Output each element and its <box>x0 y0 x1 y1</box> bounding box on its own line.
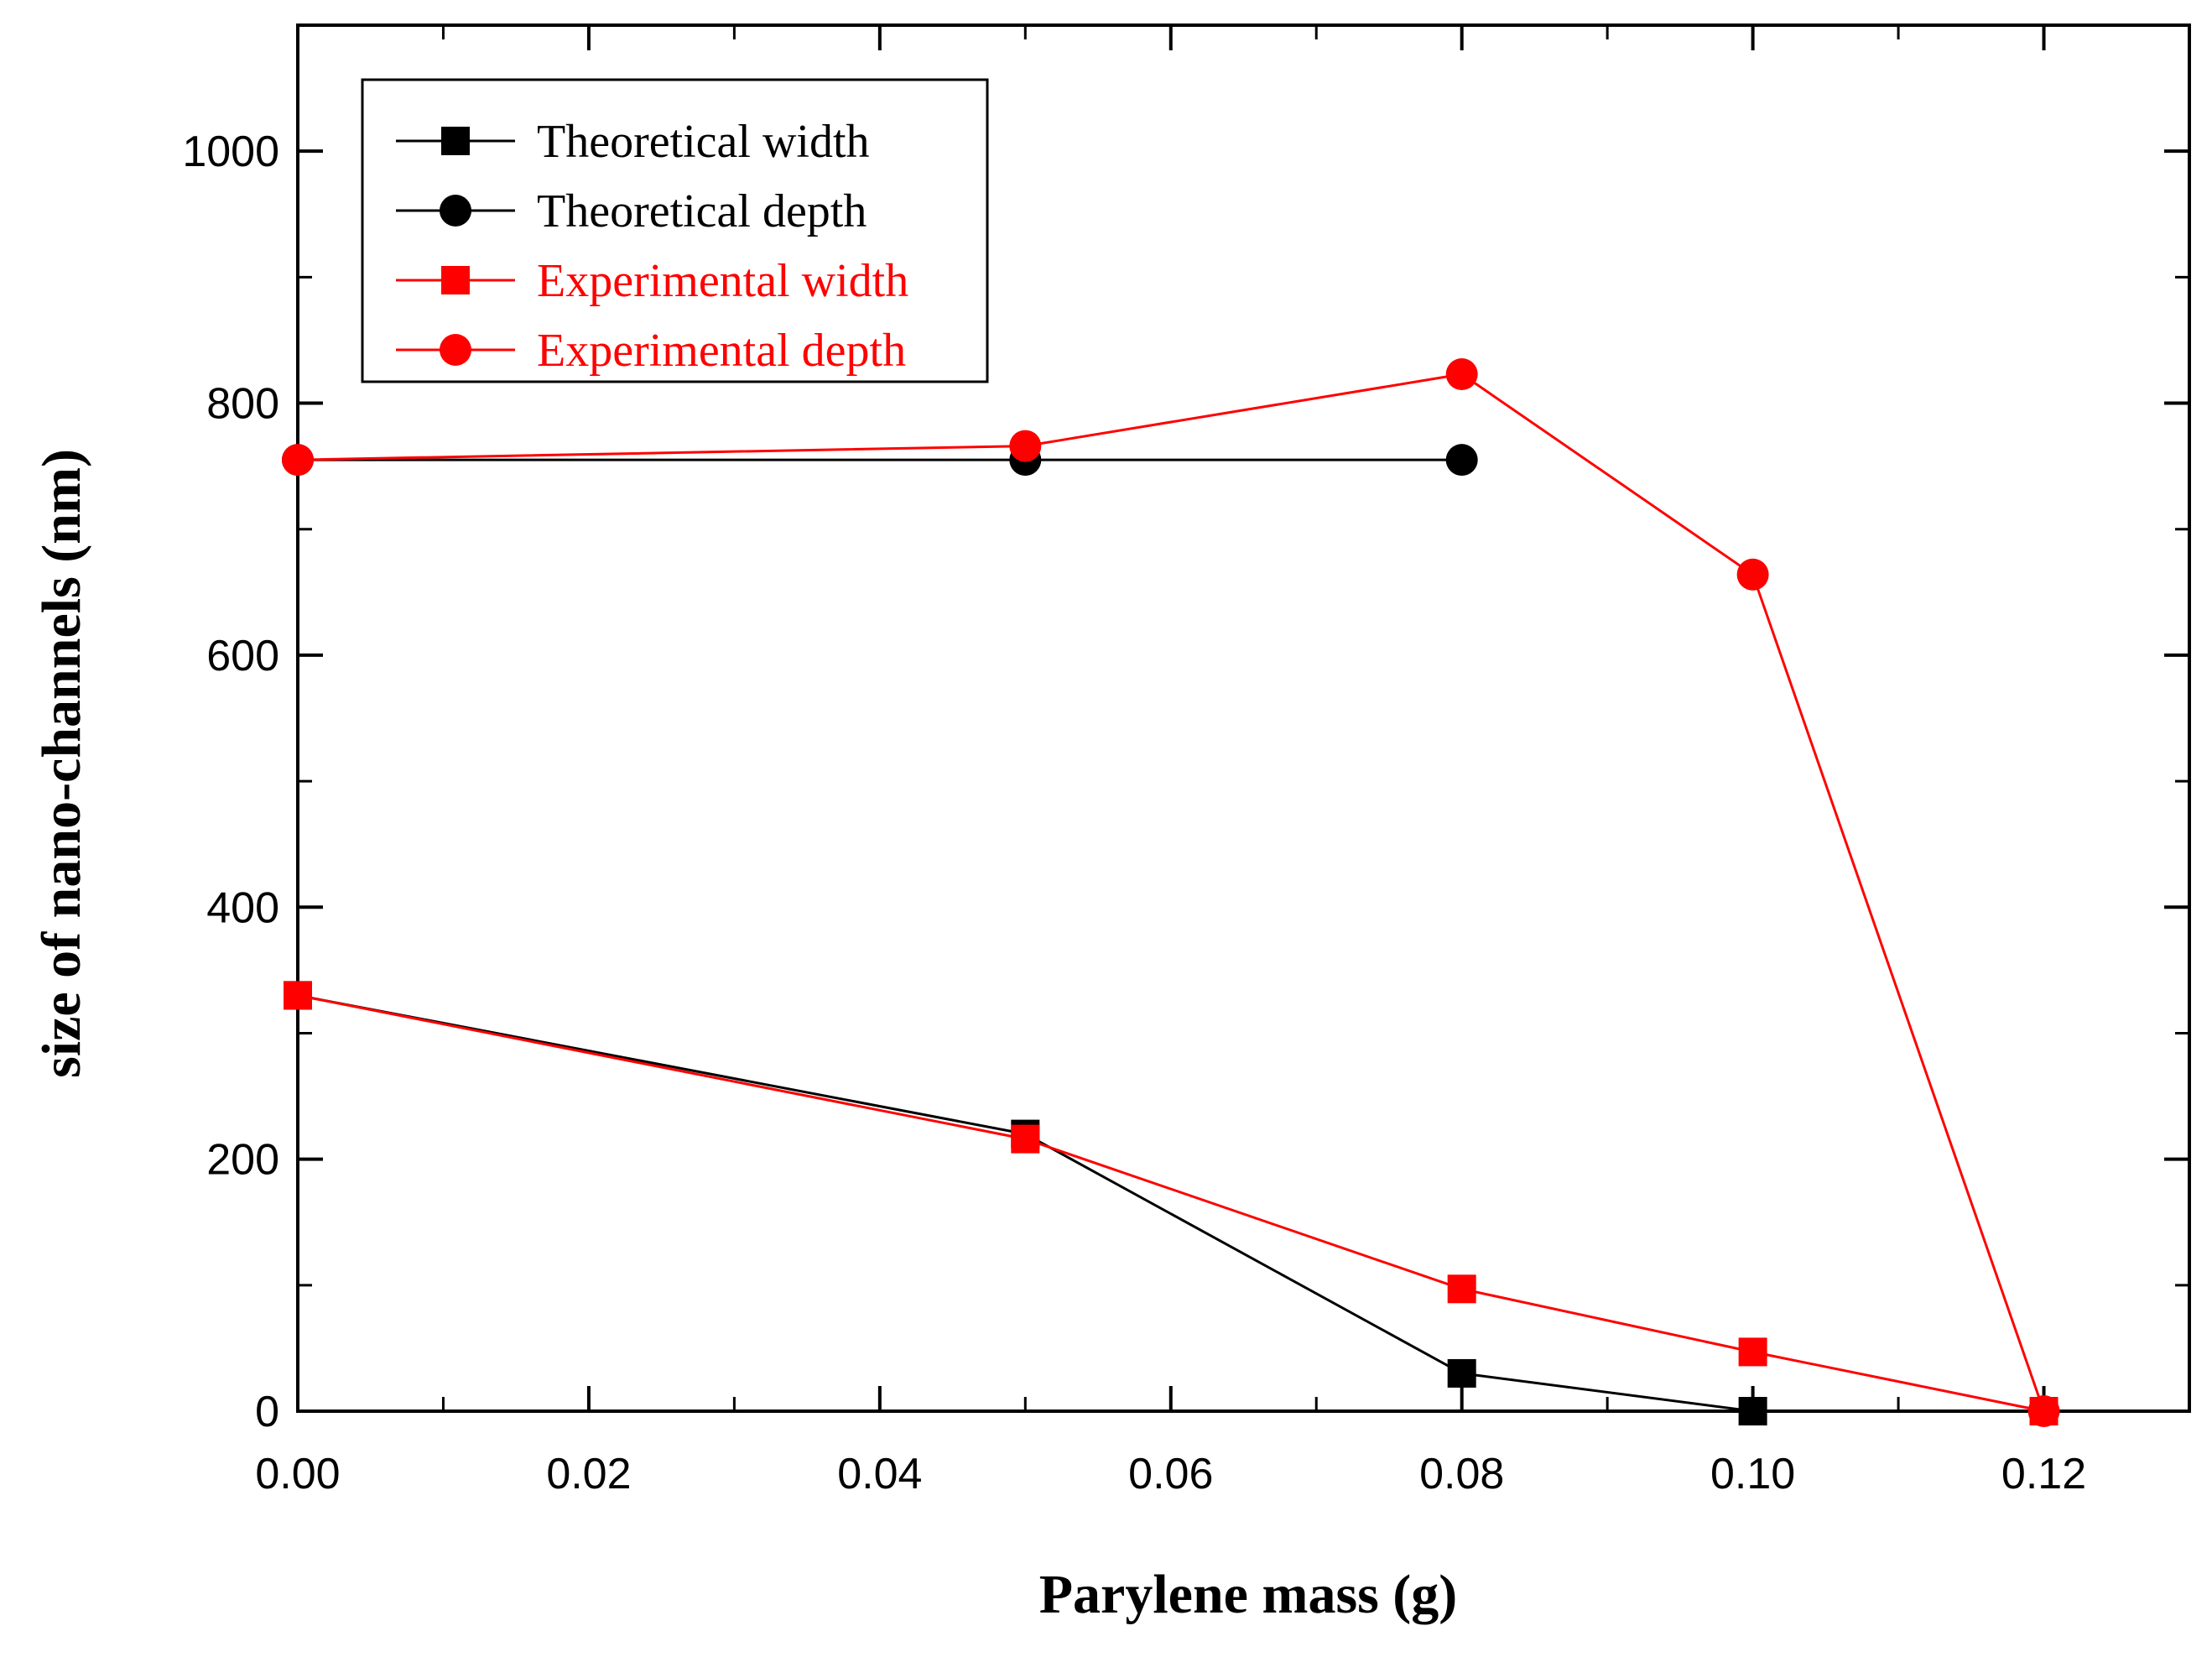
legend-item-experimental-depth: Experimental depth <box>396 325 906 377</box>
x-axis-title: Parylene mass (g) <box>1039 1564 1458 1625</box>
data-point-experimental-width <box>1738 1337 1767 1367</box>
data-point-theoretical-width <box>1447 1358 1476 1388</box>
series-line-experimental-width <box>297 993 2044 1413</box>
legend-marker <box>441 266 470 294</box>
legend-marker <box>440 334 471 366</box>
legend-item-theoretical-width: Theoretical width <box>396 116 870 168</box>
y-tick-label: 400 <box>206 883 279 932</box>
data-point-experimental-depth <box>2027 1395 2060 1427</box>
series-experimental-depth <box>297 373 2045 1412</box>
x-tick-label: 0.04 <box>837 1450 922 1498</box>
y-axis-title: size of nano-channels (nm) <box>31 449 92 1078</box>
data-point-experimental-width <box>1011 1124 1040 1154</box>
legend-item-experimental-width: Experimental width <box>396 255 908 307</box>
legend-marker <box>440 195 471 227</box>
data-point-experimental-depth <box>282 444 314 477</box>
data-point-experimental-depth <box>1009 430 1042 462</box>
x-tick-label: 0.08 <box>1419 1450 1504 1498</box>
series-line-theoretical-width <box>297 993 1753 1413</box>
y-tick-label: 600 <box>206 632 279 680</box>
legend-item-theoretical-depth: Theoretical depth <box>396 185 867 237</box>
x-tick-label: 0.02 <box>546 1450 631 1498</box>
legend-label: Experimental depth <box>537 325 906 377</box>
data-point-experimental-width <box>1447 1274 1476 1304</box>
data-point-experimental-depth <box>1445 358 1478 391</box>
data-point-theoretical-width <box>1738 1397 1767 1425</box>
axes-frame <box>296 23 2191 1413</box>
y-tick-label: 200 <box>206 1136 279 1185</box>
legend-label: Theoretical width <box>537 116 870 168</box>
data-point-theoretical-depth <box>1445 444 1478 477</box>
data-point-experimental-width <box>284 981 312 1010</box>
y-tick-label: 0 <box>255 1388 279 1436</box>
legend-marker <box>441 127 470 155</box>
series-experimental-width <box>297 993 2044 1413</box>
series-theoretical-width <box>297 993 1753 1413</box>
series-line-experimental-depth <box>297 373 2045 1412</box>
legend-label: Experimental width <box>537 255 908 307</box>
legend: Theoretical width Theoretical depth Experi… <box>361 78 989 383</box>
plot-area: 0.00 0.02 0.04 0.06 0.08 0.10 0.12 0 200 400 600 80… <box>182 23 2191 1498</box>
data-point-experimental-depth <box>1736 558 1769 591</box>
x-tick-label: 0.10 <box>1710 1450 1795 1498</box>
legend-label: Theoretical depth <box>537 185 867 237</box>
x-tick-label: 0.06 <box>1128 1450 1213 1498</box>
y-tick-label: 1000 <box>182 128 279 176</box>
x-tick-label: 0.00 <box>255 1450 340 1498</box>
y-tick-label: 800 <box>206 380 279 429</box>
x-tick-label: 0.12 <box>2001 1450 2086 1498</box>
